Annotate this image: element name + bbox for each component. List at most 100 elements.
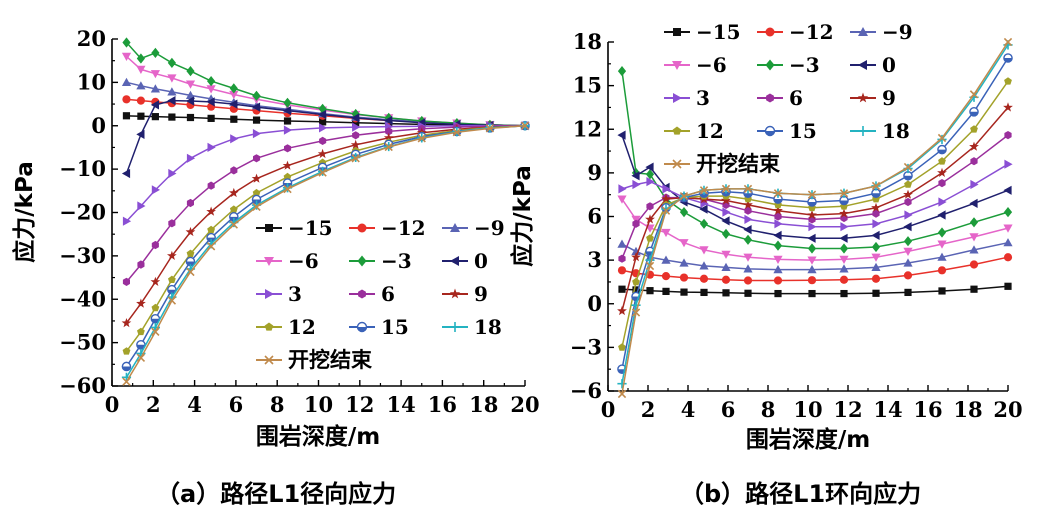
data-point bbox=[167, 250, 177, 260]
legend-entry: −6 bbox=[256, 249, 319, 273]
data-point bbox=[773, 265, 783, 274]
y-tick-label: 3 bbox=[587, 247, 602, 272]
data-point bbox=[383, 132, 394, 142]
data-point bbox=[839, 208, 849, 218]
legend-marker bbox=[450, 322, 460, 332]
x-tick-label: 20 bbox=[993, 397, 1022, 422]
data-point bbox=[186, 249, 195, 257]
data-point bbox=[167, 87, 177, 96]
legend-label: −12 bbox=[381, 216, 426, 240]
legend-entry: −3 bbox=[757, 53, 820, 77]
data-point bbox=[904, 180, 912, 188]
data-point bbox=[206, 85, 216, 94]
x-tick-label: 12 bbox=[833, 397, 862, 422]
data-point bbox=[632, 277, 640, 286]
y-tick-label: −60 bbox=[59, 373, 106, 398]
data-point bbox=[251, 102, 261, 112]
data-point bbox=[872, 209, 880, 218]
x-axis-title: 围岩深度/m bbox=[256, 423, 380, 450]
data-point bbox=[646, 234, 654, 242]
data-point bbox=[937, 240, 947, 249]
y-axis-title: 应力/kPa bbox=[11, 161, 38, 262]
series-15 bbox=[617, 53, 1013, 374]
data-point bbox=[679, 207, 689, 218]
data-point bbox=[352, 131, 360, 140]
data-point bbox=[137, 112, 145, 120]
x-tick-label: 10 bbox=[793, 397, 822, 422]
data-point bbox=[938, 179, 946, 188]
data-point bbox=[937, 133, 947, 143]
data-point bbox=[904, 288, 912, 297]
data-point bbox=[252, 90, 261, 101]
data-point bbox=[121, 52, 132, 61]
series--3 bbox=[617, 66, 1013, 254]
data-point bbox=[122, 216, 132, 226]
data-point bbox=[618, 254, 626, 263]
data-point bbox=[283, 172, 292, 181]
data-point bbox=[699, 204, 708, 214]
legend-label: 12 bbox=[288, 315, 316, 339]
data-point bbox=[229, 205, 238, 213]
data-point bbox=[807, 233, 816, 243]
data-point bbox=[743, 225, 752, 235]
data-point bbox=[1004, 77, 1012, 85]
series-18 bbox=[121, 121, 530, 382]
data-point bbox=[938, 287, 946, 295]
data-point bbox=[871, 181, 881, 191]
data-point bbox=[661, 228, 671, 238]
data-point bbox=[136, 81, 146, 90]
legend-label: 开挖结束 bbox=[696, 152, 781, 176]
data-point bbox=[121, 168, 131, 179]
legend-marker bbox=[264, 257, 274, 266]
data-point bbox=[807, 209, 817, 220]
legend-entry: 6 bbox=[349, 282, 395, 306]
y-tick-label: 9 bbox=[587, 160, 602, 185]
series-开挖结束 bbox=[617, 37, 1013, 399]
data-point bbox=[743, 276, 753, 285]
data-point bbox=[632, 219, 640, 228]
legend-entry: −3 bbox=[349, 249, 412, 273]
data-point bbox=[969, 141, 979, 151]
data-point bbox=[283, 117, 292, 125]
data-point bbox=[938, 157, 946, 165]
legend-entry: 18 bbox=[850, 119, 910, 143]
data-point bbox=[839, 243, 849, 254]
series-line bbox=[621, 41, 1009, 395]
data-point bbox=[136, 129, 145, 139]
data-point bbox=[384, 115, 393, 126]
data-point bbox=[229, 83, 238, 94]
x-tick-label: 6 bbox=[229, 392, 244, 417]
data-point bbox=[871, 253, 881, 262]
data-point bbox=[252, 202, 261, 212]
y-tick-label: 12 bbox=[573, 116, 602, 141]
data-point bbox=[645, 261, 655, 271]
y-tick-label: −50 bbox=[59, 330, 106, 355]
legend-marker bbox=[357, 223, 367, 233]
legend-entry: 3 bbox=[664, 86, 710, 110]
y-tick-label: 10 bbox=[77, 69, 106, 94]
data-point bbox=[229, 99, 238, 109]
legend-label: −12 bbox=[789, 20, 834, 44]
data-point bbox=[617, 389, 627, 399]
data-point bbox=[167, 96, 176, 106]
data-point bbox=[661, 255, 671, 264]
y-tick-label: −30 bbox=[59, 243, 106, 268]
data-point bbox=[186, 267, 195, 277]
y-tick-label: 6 bbox=[587, 204, 602, 229]
data-point bbox=[252, 129, 262, 139]
data-point bbox=[251, 194, 262, 205]
series-line bbox=[621, 285, 1009, 295]
series-line bbox=[621, 80, 1009, 348]
data-point bbox=[352, 122, 361, 132]
data-point bbox=[186, 153, 196, 163]
data-point bbox=[871, 274, 881, 283]
data-point bbox=[743, 264, 753, 273]
series-line bbox=[125, 125, 526, 367]
data-point bbox=[1003, 53, 1013, 63]
series-line bbox=[125, 125, 525, 222]
data-point bbox=[721, 250, 731, 259]
data-point bbox=[167, 57, 176, 68]
data-point bbox=[903, 271, 913, 280]
x-tick-label: 10 bbox=[304, 392, 333, 417]
